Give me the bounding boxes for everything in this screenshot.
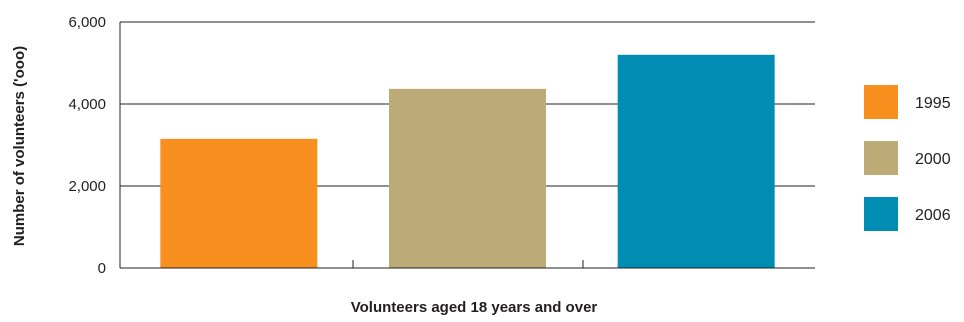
legend-swatch-1995 [864, 85, 898, 119]
y-tick-label: 2,000 [68, 178, 106, 195]
axes [119, 22, 815, 269]
legend-swatch-2006 [864, 197, 898, 231]
y-tick-label: 0 [98, 260, 106, 277]
y-tick-label: 6,000 [68, 14, 106, 31]
y-axis-ticks: 0 2,000 4,000 6,000 [68, 14, 106, 277]
bars [160, 54, 775, 268]
legend-swatch-2000 [864, 141, 898, 175]
legend-label: 2000 [915, 151, 951, 168]
bar-1995 [160, 138, 318, 268]
x-axis-title: Volunteers aged 18 years and over [351, 299, 598, 316]
bar-2000 [389, 88, 546, 268]
legend: 1995 2000 2006 [864, 85, 951, 231]
bar-2006 [617, 54, 775, 268]
legend-label: 2006 [915, 207, 951, 224]
y-tick-label: 4,000 [68, 96, 106, 113]
y-axis-title: Number of volunteers ('ooo) [11, 46, 28, 246]
legend-label: 1995 [915, 95, 951, 112]
